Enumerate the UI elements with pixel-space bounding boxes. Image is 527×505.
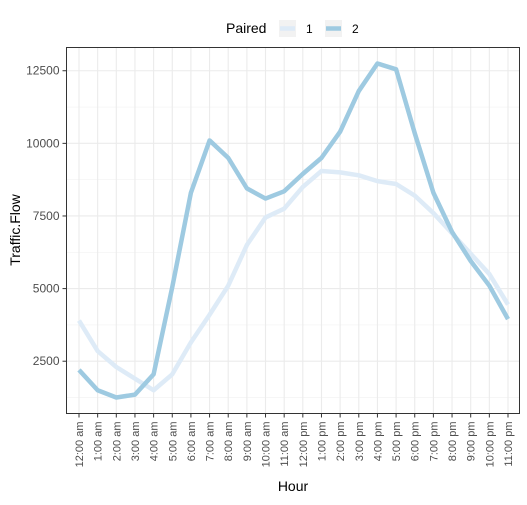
y-axis-title: Traffic.Flow bbox=[7, 193, 23, 265]
legend: Paired 1 2 bbox=[226, 20, 359, 37]
x-tick-label: 5:00 am bbox=[167, 422, 179, 462]
x-tick-label: 9:00 pm bbox=[466, 422, 478, 462]
legend-label-1: 1 bbox=[306, 22, 313, 36]
x-axis: 12:00 am 1:00 am 2:00 am 3:00 am 4:00 am 5:00… bbox=[74, 413, 515, 468]
x-axis-title: Hour bbox=[278, 478, 309, 494]
y-tick-label: 2500 bbox=[33, 354, 60, 368]
legend-label-2: 2 bbox=[352, 22, 359, 36]
plot-border bbox=[66, 47, 520, 414]
y-axis: 2500 5000 7500 10000 12500 bbox=[26, 64, 67, 368]
x-tick-label: 1:00 pm bbox=[316, 422, 328, 462]
y-tick-label: 7500 bbox=[33, 209, 60, 223]
x-tick-label: 5:00 pm bbox=[391, 422, 403, 462]
x-tick-label: 6:00 pm bbox=[410, 422, 422, 462]
y-tick-label: 5000 bbox=[33, 282, 60, 296]
x-tick-label: 2:00 am bbox=[111, 422, 123, 462]
x-tick-label: 7:00 am bbox=[205, 422, 217, 462]
series-line-2 bbox=[77, 61, 510, 400]
legend-title: Paired bbox=[226, 20, 266, 36]
x-tick-label: 6:00 am bbox=[186, 422, 198, 462]
x-tick-label: 11:00 am bbox=[279, 422, 291, 467]
x-tick-label: 10:00 am bbox=[261, 422, 273, 468]
x-tick-label: 7:00 pm bbox=[428, 422, 440, 462]
plot-panel bbox=[66, 47, 520, 414]
y-tick-label: 12500 bbox=[26, 64, 60, 78]
x-tick-label: 8:00 pm bbox=[447, 422, 459, 462]
x-tick-label: 10:00 pm bbox=[484, 422, 496, 468]
series-layer bbox=[77, 61, 510, 400]
x-tick-label: 3:00 pm bbox=[354, 422, 366, 462]
x-tick-label: 8:00 am bbox=[223, 422, 235, 462]
x-tick-label: 1:00 am bbox=[93, 422, 105, 462]
x-tick-label: 2:00 pm bbox=[335, 422, 347, 462]
x-tick-label: 11:00 pm bbox=[503, 422, 515, 467]
x-tick-label: 4:00 pm bbox=[372, 422, 384, 462]
x-tick-label: 9:00 am bbox=[242, 422, 254, 462]
x-tick-label: 3:00 am bbox=[130, 422, 142, 462]
x-tick-label: 12:00 am bbox=[74, 422, 86, 468]
x-tick-label: 12:00 pm bbox=[298, 422, 310, 468]
x-tick-label: 4:00 am bbox=[149, 422, 161, 462]
minor-gridlines bbox=[66, 106, 520, 398]
y-tick-label: 10000 bbox=[26, 136, 60, 150]
series-line-1 bbox=[77, 168, 510, 393]
